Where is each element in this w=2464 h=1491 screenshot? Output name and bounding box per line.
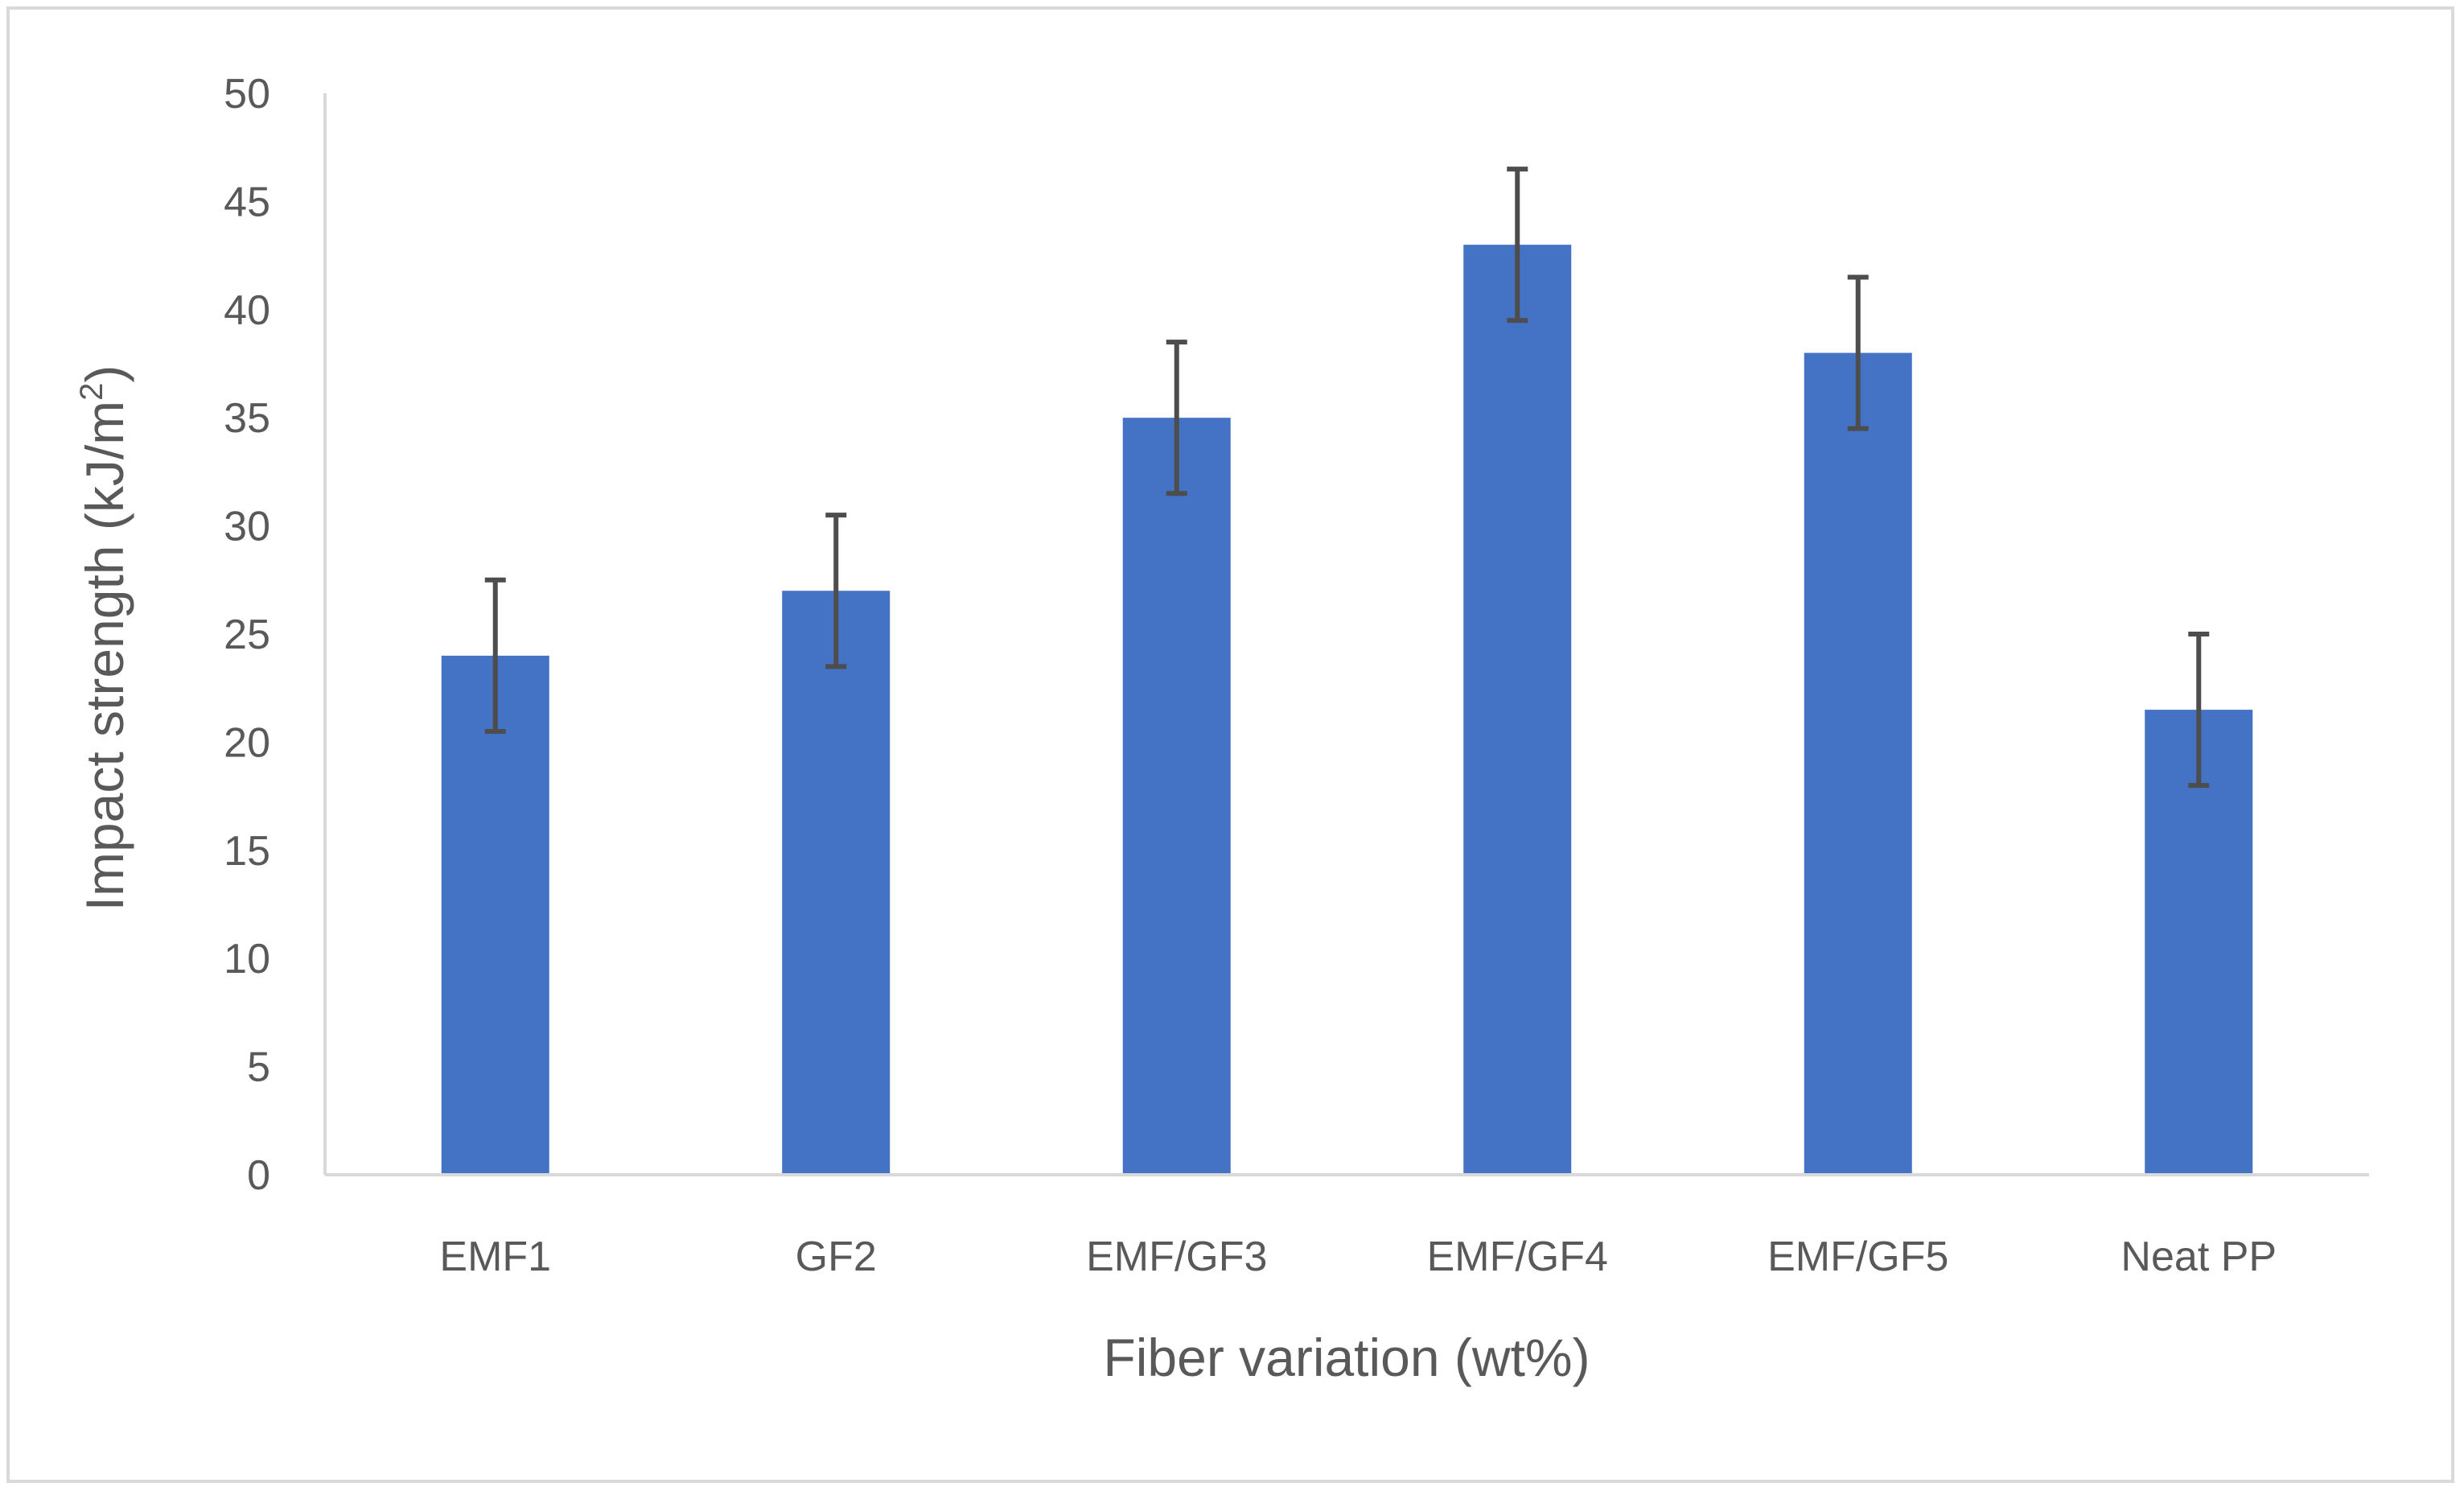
bar-emf-gf5 xyxy=(1804,352,1912,1175)
y-tick-label: 30 xyxy=(224,504,270,550)
bar-emf1 xyxy=(441,655,549,1175)
y-axis-title: Impact strength (kJ/m2) xyxy=(74,365,134,912)
error-bar-emf-gf5 xyxy=(1847,274,1869,431)
bar-gf2 xyxy=(782,591,891,1175)
y-tick-label: 50 xyxy=(224,71,270,117)
x-tick-label: GF2 xyxy=(796,1234,877,1280)
error-bar-emf-gf4 xyxy=(1507,167,1528,323)
y-axis-title-main: Impact strength (kJ/m xyxy=(75,401,134,912)
error-bars xyxy=(484,167,2210,789)
bar-emf-gf3 xyxy=(1122,418,1231,1175)
x-tick-label: EMF/GF5 xyxy=(1767,1234,1948,1280)
y-tick-label: 25 xyxy=(224,612,270,658)
y-tick-label: 40 xyxy=(224,287,270,334)
x-axis-title: Fiber variation (wt%) xyxy=(1103,1328,1590,1387)
x-tick-label: EMF/GF4 xyxy=(1427,1234,1608,1280)
x-tick-label: EMF/GF3 xyxy=(1086,1234,1267,1280)
x-tick-label: Neat PP xyxy=(2121,1234,2277,1280)
y-tick-label: 10 xyxy=(224,936,270,982)
y-tick-label: 5 xyxy=(247,1044,270,1091)
error-bar-gf2 xyxy=(825,513,847,669)
x-tick-label: EMF1 xyxy=(439,1234,551,1280)
y-axis-title-suffix: ) xyxy=(75,365,134,383)
y-tick-label: 0 xyxy=(247,1152,270,1199)
bars xyxy=(441,245,2253,1175)
y-tick-label: 20 xyxy=(224,719,270,766)
y-axis-title-superscript: 2 xyxy=(74,383,109,401)
x-axis-ticks: EMF1 GF2 EMF/GF3 EMF/GF4 EMF/GF5 Neat PP xyxy=(439,1234,2277,1280)
y-tick-label: 15 xyxy=(224,828,270,875)
error-bar-neat-pp xyxy=(2188,632,2210,789)
y-tick-label: 45 xyxy=(224,179,270,225)
error-bar-emf-gf3 xyxy=(1166,340,1187,496)
y-axis-ticks: 0 5 10 15 20 25 30 35 40 45 50 xyxy=(224,71,270,1199)
bar-emf-gf4 xyxy=(1463,245,1572,1175)
y-tick-label: 35 xyxy=(224,395,270,442)
error-bar-emf1 xyxy=(484,577,506,734)
